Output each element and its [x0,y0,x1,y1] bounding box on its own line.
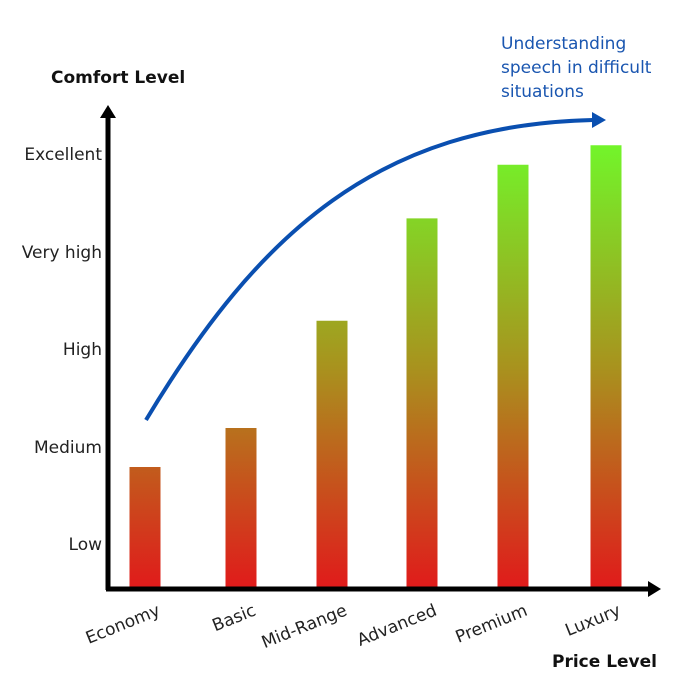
y-tick-label: Low [68,535,102,555]
y-tick-label: Excellent [24,145,102,165]
trend-curve [144,118,594,422]
bars-group [129,145,622,587]
y-tick-label: Medium [34,437,102,458]
x-axis-arrow-icon [648,581,661,597]
x-axis-title: Price Level [552,652,657,672]
annotation-text: Understanding speech in difficult situat… [501,32,686,104]
bar-luxury [590,145,622,587]
y-tick-label: Very high [21,242,102,263]
annotation-line: speech in difficult [501,58,652,78]
annotation-line: Understanding [501,34,627,54]
y-axis-title: Comfort Level [51,68,186,88]
bar-mid-range [316,320,348,587]
bar-economy [129,467,161,587]
bar-advanced [406,218,438,587]
bar-premium [497,164,529,587]
axes [100,105,661,597]
annotation-line: situations [501,82,584,102]
trend-arrow-icon [592,112,606,128]
y-axis-arrow-icon [100,105,116,118]
y-tick-label: High [62,340,102,360]
bar-basic [225,428,257,587]
